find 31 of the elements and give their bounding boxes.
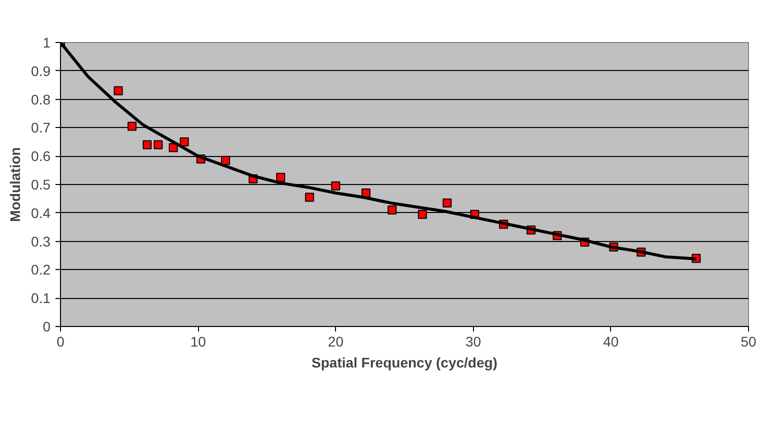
- x-tick-label: 10: [190, 334, 206, 350]
- point: [276, 172, 286, 182]
- point: [114, 86, 123, 96]
- y-axis-title: Modulation: [7, 147, 24, 222]
- y-tick-label: 1: [42, 34, 51, 50]
- point: [154, 140, 163, 150]
- y-tick-label: 0.7: [31, 120, 51, 136]
- y-tick-label: 0.3: [31, 233, 51, 250]
- y-tick-label: 0.1: [31, 290, 51, 306]
- point: [418, 210, 427, 219]
- x-tick-label: 30: [466, 334, 482, 350]
- y-tick-label: 0.2: [31, 262, 51, 278]
- point: [388, 206, 397, 215]
- point: [331, 181, 340, 190]
- x-tick-label: 20: [328, 334, 344, 350]
- point: [305, 192, 314, 202]
- y-tick-label: 0.6: [31, 148, 51, 164]
- y-tick-label: 0.9: [31, 62, 51, 79]
- x-axis-title: Spatial Frequency (cyc/deg): [312, 354, 498, 370]
- y-tick-label: 0.8: [31, 91, 51, 108]
- y-tick-label: 0.5: [31, 176, 51, 192]
- point: [142, 140, 152, 150]
- point: [442, 198, 452, 208]
- point: [180, 137, 189, 146]
- y-tick-label: 0.4: [31, 204, 51, 221]
- point: [221, 156, 230, 165]
- y-tick-label: 0: [42, 318, 51, 334]
- point: [128, 122, 137, 131]
- x-tick-label: 40: [603, 334, 619, 350]
- x-tick-label: 50: [740, 334, 756, 350]
- x-tick-label: 0: [56, 334, 65, 350]
